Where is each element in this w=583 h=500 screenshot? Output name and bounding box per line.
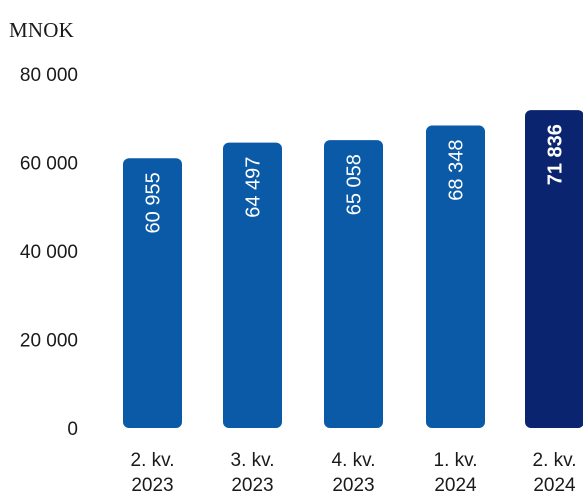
bar [426,125,485,429]
x-tick-label: 2. kv. 2024 [533,450,577,495]
y-tick-label: 60 000 [20,154,78,175]
bar [324,140,383,428]
y-tick-label: 40 000 [20,242,78,263]
bar-value-label: 71 836 [545,124,567,185]
x-tick-label: 4. kv. 2023 [332,450,376,495]
x-tick-label: 1. kv. 2024 [434,450,478,495]
x-tick-label: 2. kv. 2023 [131,450,175,495]
y-tick-label: 0 [67,419,78,440]
bar [123,158,182,429]
bar [223,142,282,428]
y-tick-label: 80 000 [20,65,78,86]
bar-value-label: 68 348 [446,140,468,201]
y-tick-label: 20 000 [20,331,78,352]
bar [525,110,583,428]
unit-label: MNOK [9,18,74,42]
x-tick-label: 3. kv. 2023 [231,450,275,495]
bar-value-label: 64 497 [243,157,265,218]
bar-value-label: 65 058 [344,154,366,215]
bar-value-label: 60 955 [143,172,165,233]
